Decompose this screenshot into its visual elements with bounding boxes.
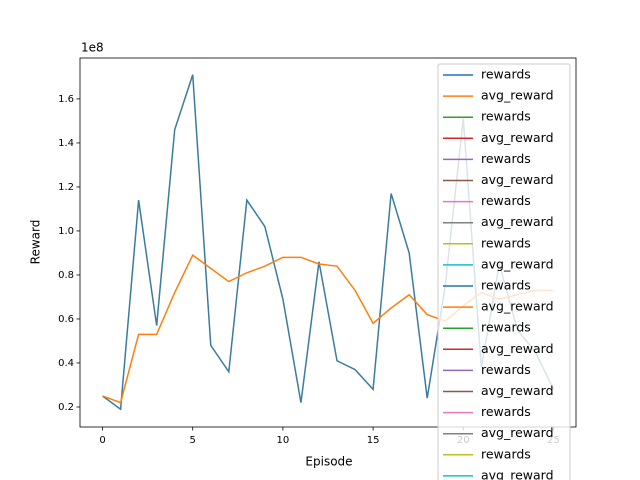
x-tick-label: 0 bbox=[99, 435, 105, 446]
legend: rewardsavg_rewardrewardsavg_rewardreward… bbox=[437, 63, 571, 480]
y-tick-label: 0.6 bbox=[58, 314, 74, 325]
y-offset-label: 1e8 bbox=[81, 41, 104, 55]
legend-label: avg_reward bbox=[481, 172, 554, 187]
y-tick-label: 0.2 bbox=[58, 402, 74, 413]
legend-label: avg_reward bbox=[481, 467, 554, 480]
legend-label: avg_reward bbox=[481, 383, 554, 398]
x-tick-label: 5 bbox=[190, 435, 196, 446]
legend-label: rewards bbox=[481, 151, 531, 166]
legend-label: avg_reward bbox=[481, 88, 554, 103]
x-tick-label: 15 bbox=[367, 435, 380, 446]
legend-label: rewards bbox=[481, 109, 531, 124]
legend-box bbox=[437, 63, 571, 480]
y-axis-label: Reward bbox=[29, 220, 43, 265]
legend-label: avg_reward bbox=[481, 256, 554, 271]
y-tick-label: 0.4 bbox=[58, 358, 74, 369]
legend-label: avg_reward bbox=[481, 214, 554, 229]
y-tick-label: 0.8 bbox=[58, 270, 74, 281]
legend-label: rewards bbox=[481, 67, 531, 82]
legend-label: rewards bbox=[481, 362, 531, 377]
y-tick-label: 1.6 bbox=[58, 94, 74, 105]
legend-label: avg_reward bbox=[481, 299, 554, 314]
y-tick-label: 1.2 bbox=[58, 182, 74, 193]
legend-label: avg_reward bbox=[481, 341, 554, 356]
y-tick-label: 1.4 bbox=[58, 138, 74, 149]
legend-label: rewards bbox=[481, 193, 531, 208]
plot-frame bbox=[79, 57, 577, 428]
y-tick-label: 1.0 bbox=[58, 226, 74, 237]
x-tick-label: 10 bbox=[277, 435, 290, 446]
legend-label: rewards bbox=[481, 320, 531, 335]
x-axis-label: Episode bbox=[305, 455, 352, 469]
legend-label: rewards bbox=[481, 235, 531, 250]
legend-label: rewards bbox=[481, 404, 531, 419]
legend-label: rewards bbox=[481, 446, 531, 461]
legend-label: avg_reward bbox=[481, 130, 554, 145]
legend-label: avg_reward bbox=[481, 425, 554, 440]
legend-label: rewards bbox=[481, 278, 531, 293]
